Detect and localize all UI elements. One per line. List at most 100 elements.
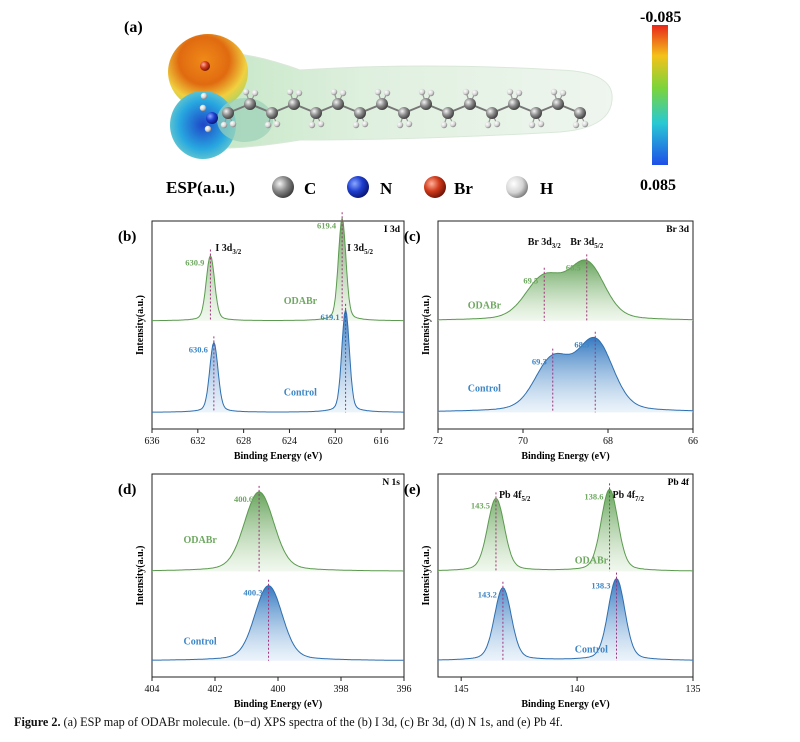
series-fill-control [438, 578, 693, 661]
hydrogen-atom [449, 120, 457, 128]
carbon-atom [420, 98, 432, 110]
y-axis-label: Intensity(a.u.) [421, 295, 432, 355]
hydrogen-atom [242, 88, 250, 96]
esp-surface-tail [204, 51, 613, 149]
carbon-atom [244, 98, 256, 110]
x-tick-label: 628 [236, 436, 251, 447]
hydrogen-atom [484, 121, 492, 129]
series-name-label: Control [575, 645, 608, 656]
hydrogen-atom [383, 89, 391, 97]
peak-value-label: 69.5 [523, 276, 538, 286]
peak-name-label: Br 3d3/2 [528, 237, 561, 250]
legend-bromine-icon [424, 176, 446, 198]
peak-value-label: 143.5 [471, 500, 490, 510]
panel-label: (d) [118, 482, 136, 498]
panel-a-esp-map: (a) -0.085 0.085 ESP(a.u.) C N Br H [124, 9, 681, 198]
hydrogen-atom [200, 92, 208, 100]
legend-nitrogen-icon [347, 176, 369, 198]
hydrogen-atom [506, 88, 514, 96]
carbon-atom [574, 107, 586, 119]
peak-name-label: I 3d5/2 [347, 243, 373, 256]
hydrogen-atom [572, 121, 580, 129]
hydrogen-atom [352, 121, 360, 129]
hydrogen-atom [537, 120, 545, 128]
hydrogen-atom [220, 121, 228, 129]
carbon-atom [486, 107, 498, 119]
x-tick-label: 396 [397, 684, 412, 695]
hydrogen-atom [581, 120, 589, 128]
series-line-control [151, 585, 404, 661]
peak-value-label: 400.6 [234, 494, 253, 504]
hydrogen-atom [396, 121, 404, 129]
legend-carbon-label: C [304, 179, 316, 198]
series-line-odabr [152, 218, 404, 322]
x-tick-label: 68 [603, 436, 613, 447]
peak-name-label: Br 3d5/2 [570, 237, 603, 250]
series-line-control [152, 309, 404, 413]
carbon-atom [222, 107, 234, 119]
series-fill-control [152, 309, 404, 413]
hydrogen-atom [374, 88, 382, 96]
x-tick-label: 632 [190, 436, 205, 447]
x-tick-label: 72 [433, 436, 443, 447]
peak-value-label: 138.6 [584, 491, 603, 501]
carbon-atom [530, 107, 542, 119]
panel-label: (e) [404, 482, 421, 498]
hydrogen-atom [515, 89, 523, 97]
legend-bromine-label: Br [454, 179, 473, 198]
x-tick-label: 135 [686, 684, 701, 695]
hydrogen-atom [493, 120, 501, 128]
element-tag: Pb 4f [668, 478, 690, 488]
panel-label: (b) [118, 229, 136, 245]
nitrogen-atom [206, 112, 218, 124]
peak-value-label: 138.3 [591, 581, 610, 591]
hydrogen-atom [339, 89, 347, 97]
hydrogen-atom [462, 88, 470, 96]
carbon-atom [310, 107, 322, 119]
hydrogen-atom [550, 88, 558, 96]
carbon-atom [332, 98, 344, 110]
peak-value-label: 630.9 [185, 258, 204, 268]
x-tick-label: 404 [145, 684, 160, 695]
legend-hydrogen-label: H [540, 179, 553, 198]
series-name-label: ODABr [575, 555, 609, 566]
series-fill-control [438, 337, 693, 413]
hydrogen-atom [559, 89, 567, 97]
hydrogen-atom [528, 121, 536, 129]
xps-panel-e: 143.5 138.6 ODABr 143.2 138.3 Control Pb 4f5/2… [404, 473, 701, 710]
x-tick-label: 70 [518, 436, 528, 447]
caption-text: (a) ESP map of ODABr molecule. (b−d) XPS… [60, 715, 563, 729]
x-tick-label: 616 [374, 436, 389, 447]
carbon-atom [266, 107, 278, 119]
x-tick-label: 140 [570, 684, 585, 695]
xps-panel-d: 400.6 ODABr 400.3 Control 404 402 400 398 396 Bin… [118, 473, 412, 710]
element-tag: N 1s [382, 478, 400, 488]
panel-label: (c) [404, 229, 421, 245]
esp-legend-title: ESP(a.u.) [166, 178, 235, 197]
legend-hydrogen-icon [506, 176, 528, 198]
br-atom-sphere [200, 61, 210, 71]
x-tick-label: 400 [271, 684, 286, 695]
hydrogen-atom [440, 121, 448, 129]
series-name-label: ODABr [184, 535, 218, 546]
peak-name-label: Pb 4f5/2 [499, 490, 531, 503]
peak-value-label: 68.3 [574, 340, 589, 350]
esp-surface-neck [170, 91, 236, 159]
plot-frame [151, 220, 405, 430]
peak-value-label: 630.6 [189, 344, 208, 354]
series-line-odabr [152, 491, 404, 572]
hydrogen-atom [405, 120, 413, 128]
series-line-odabr [437, 488, 693, 572]
plot-frame [437, 473, 694, 678]
x-tick-label: 398 [334, 684, 349, 695]
hydrogen-atom [229, 120, 237, 128]
y-axis-label: Intensity(a.u.) [135, 545, 146, 605]
x-axis-label: Binding Energy (eV) [521, 451, 609, 462]
x-tick-label: 624 [282, 436, 297, 447]
series-name-label: Control [468, 384, 501, 395]
plot-frame [437, 220, 694, 430]
x-axis-label: Binding Energy (eV) [234, 451, 322, 462]
series-name-label: Control [184, 637, 217, 648]
peak-value-label: 143.2 [478, 590, 497, 600]
series-fill-odabr [438, 489, 693, 572]
